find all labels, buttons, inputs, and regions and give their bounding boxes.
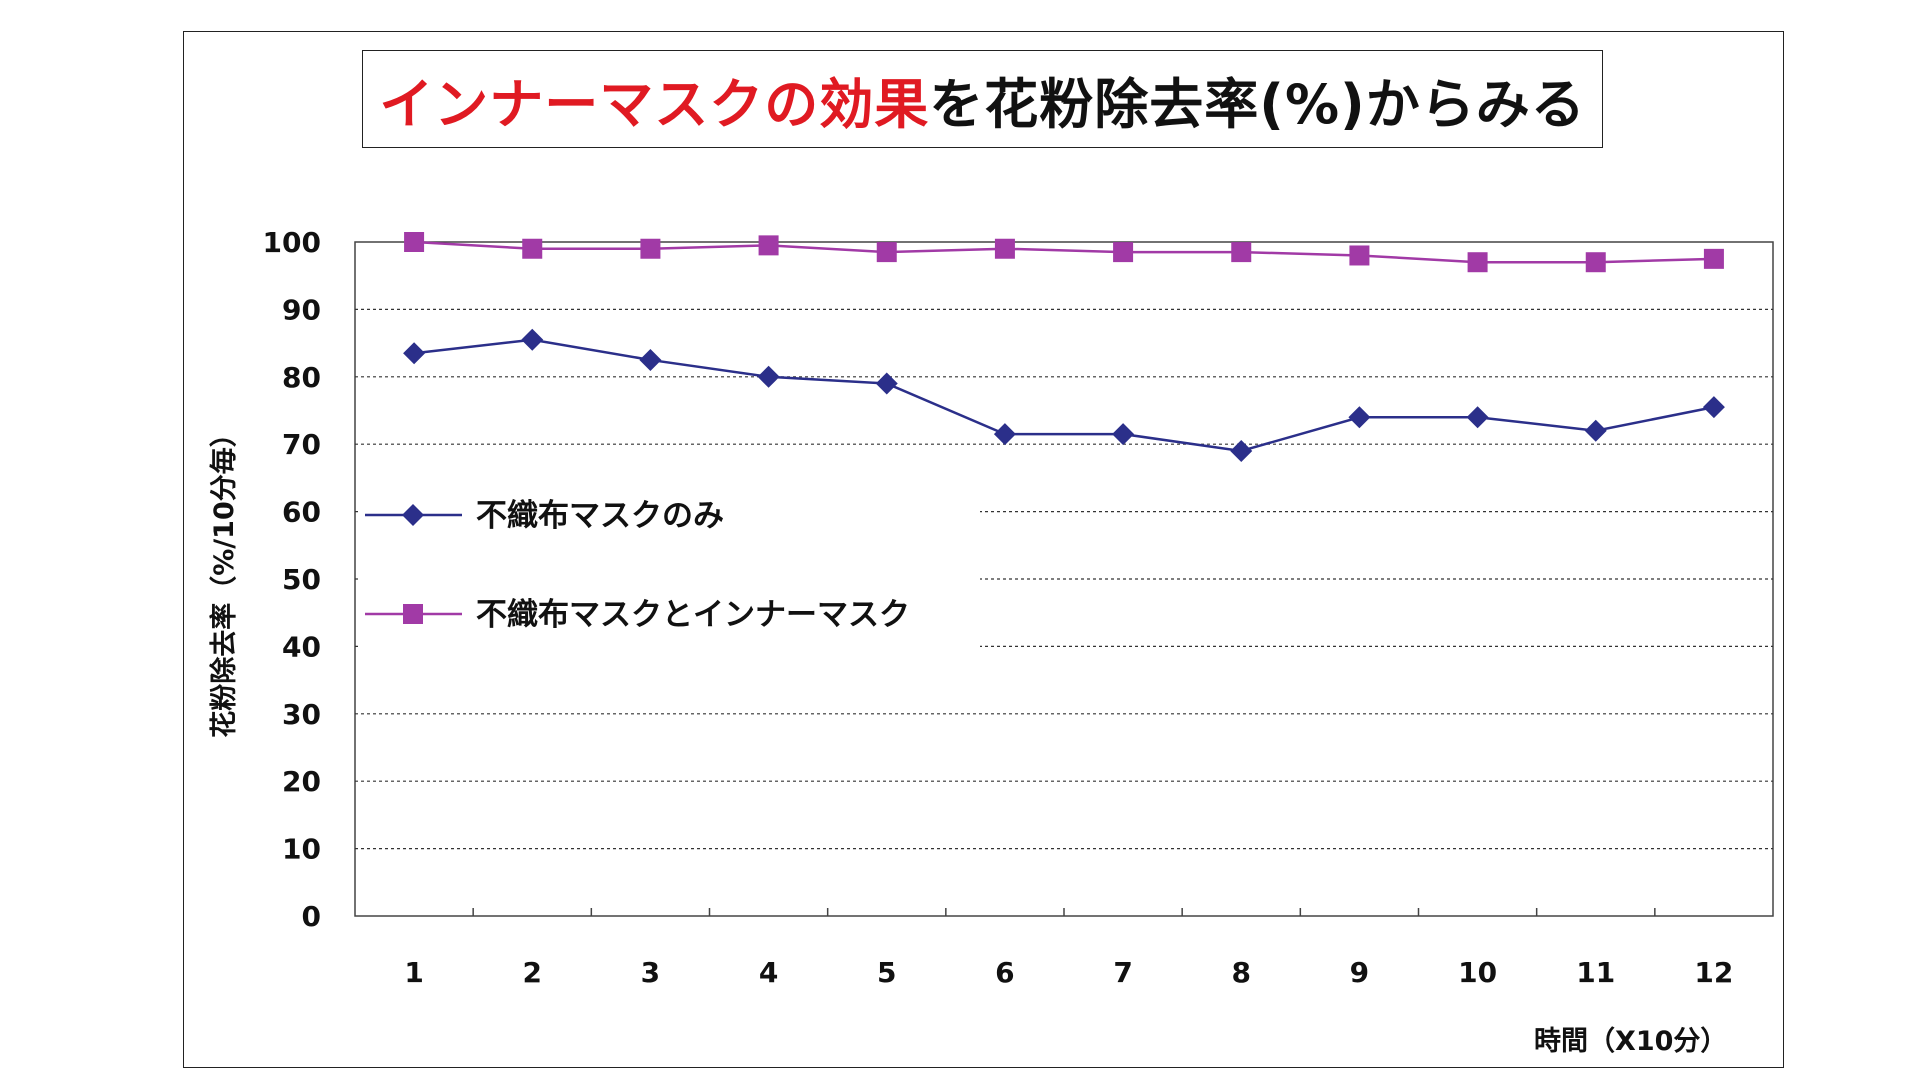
- y-axis-title: 花粉除去率（%/10分毎）: [208, 420, 240, 738]
- data-point: [404, 232, 425, 252]
- x-tick-label: 8: [1232, 956, 1251, 989]
- data-point: [1348, 406, 1371, 429]
- data-point: [1230, 439, 1253, 462]
- data-point: [876, 242, 897, 263]
- series-line: [414, 240, 1714, 264]
- y-tick-label: 70: [282, 428, 321, 461]
- chart-frame: [183, 31, 1784, 1068]
- x-tick-label: 5: [877, 956, 896, 989]
- series-line: [413, 338, 1715, 453]
- data-point: [994, 238, 1015, 259]
- data-point: [521, 328, 544, 351]
- legend-marker: [403, 604, 423, 624]
- y-tick-label: 90: [282, 293, 321, 326]
- data-point: [640, 238, 661, 259]
- data-point: [757, 365, 780, 388]
- data-point: [639, 348, 662, 371]
- x-tick-label: 3: [641, 956, 660, 989]
- x-axis-ticks: 1 2 3 4 5 6 7 8 9 10 11 12: [404, 908, 1733, 989]
- legend-item: 不織布マスクとインナーマスク: [365, 597, 910, 633]
- data-point: [1466, 406, 1489, 429]
- x-tick-label: 12: [1694, 956, 1733, 989]
- x-tick-label: 7: [1113, 956, 1132, 989]
- data-point: [1584, 419, 1607, 442]
- data-point: [758, 235, 779, 256]
- chart-title-rest: を花粉除去率(%)からみる: [929, 72, 1586, 136]
- x-tick-label: 2: [523, 956, 542, 989]
- data-point: [993, 423, 1016, 446]
- chart-title-highlight: インナーマスクの効果: [379, 72, 930, 136]
- legend-label: 不織布マスクとインナーマスク: [476, 597, 910, 633]
- x-tick-label: 10: [1458, 956, 1497, 989]
- y-tick-label: 20: [282, 765, 321, 798]
- series-2: [404, 232, 1724, 273]
- data-point: [1702, 396, 1725, 419]
- data-point: [1231, 242, 1252, 263]
- series-1: [403, 328, 1725, 462]
- series-layer: [403, 232, 1725, 462]
- y-tick-label: 80: [282, 361, 321, 394]
- data-point: [1113, 242, 1134, 263]
- data-point: [1112, 423, 1135, 446]
- x-axis-title: 時間（X10分）: [1534, 1026, 1727, 1057]
- y-axis-ticks: 0 10 20 30 40 50 60 70 80 90 100: [263, 226, 321, 933]
- legend-item: 不織布マスクのみ: [365, 498, 724, 534]
- data-point: [1703, 248, 1724, 269]
- x-tick-label: 11: [1576, 956, 1615, 989]
- legend-label: 不織布マスクのみ: [476, 498, 724, 534]
- x-tick-label: 1: [404, 956, 423, 989]
- legend-background: [358, 472, 980, 647]
- data-point: [875, 372, 898, 395]
- legend-marker: [402, 504, 424, 526]
- chart-title-box: インナーマスクの効果 を花粉除去率(%)からみる: [362, 50, 1603, 148]
- y-tick-label: 0: [302, 900, 321, 933]
- y-tick-label: 60: [282, 496, 321, 529]
- x-tick-label: 4: [759, 956, 778, 989]
- data-point: [1467, 252, 1488, 273]
- data-point: [1585, 252, 1606, 273]
- x-tick-label: 9: [1350, 956, 1369, 989]
- data-point: [403, 342, 426, 365]
- data-point: [1349, 245, 1370, 266]
- y-tick-label: 50: [282, 563, 321, 596]
- y-tick-label: 30: [282, 698, 321, 731]
- x-tick-label: 6: [995, 956, 1014, 989]
- data-point: [522, 238, 543, 259]
- y-tick-label: 40: [282, 630, 321, 663]
- y-tick-label: 10: [282, 833, 321, 866]
- y-tick-label: 100: [263, 226, 321, 259]
